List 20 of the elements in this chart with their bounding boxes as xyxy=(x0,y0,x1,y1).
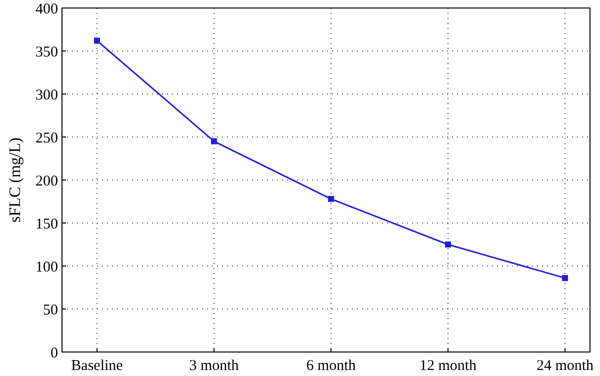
y-tick-label: 150 xyxy=(36,216,58,232)
point xyxy=(445,242,451,248)
x-tick-label: 3 month xyxy=(189,358,240,374)
y-axis-title: sFLC (mg/L) xyxy=(7,138,24,222)
y-tick-label: 350 xyxy=(36,44,58,60)
y-tick-label: 100 xyxy=(36,259,58,276)
y-tick-label: 200 xyxy=(36,173,58,190)
y-tick-label: 250 xyxy=(36,130,58,146)
point xyxy=(328,196,334,202)
point xyxy=(211,138,217,144)
x-tick-label: Baseline xyxy=(71,358,124,374)
y-tick-label: 50 xyxy=(43,302,58,318)
point xyxy=(562,275,568,282)
y-tick-label: 300 xyxy=(36,87,58,104)
x-tick-label: 6 month xyxy=(306,358,356,374)
x-tick-label: 24 month xyxy=(536,358,594,374)
y-tick-label: 0 xyxy=(50,345,58,362)
point xyxy=(94,38,100,44)
y-tick-label: 400 xyxy=(36,1,58,18)
x-tick-label: 12 month xyxy=(419,358,478,374)
